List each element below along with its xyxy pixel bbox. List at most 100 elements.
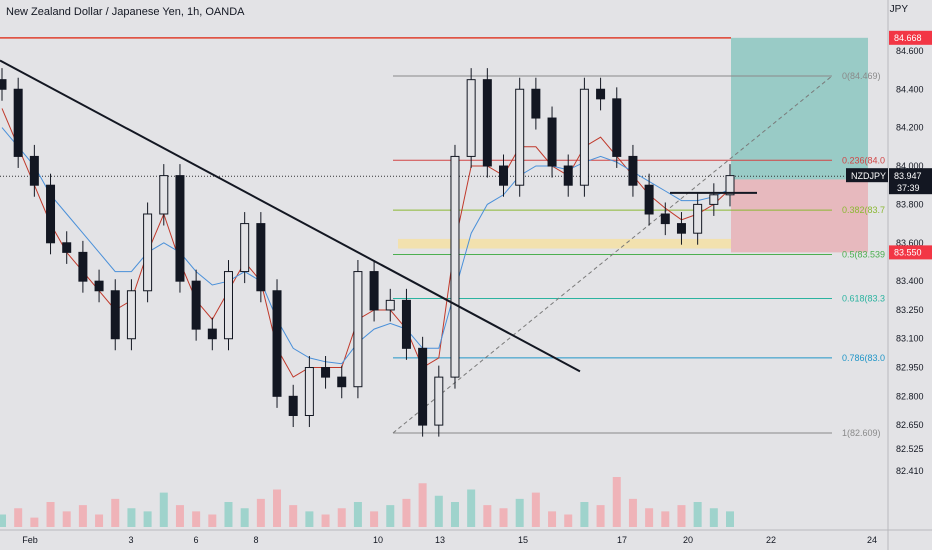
volume-bar bbox=[467, 489, 476, 527]
candle-body bbox=[272, 290, 282, 397]
fib-level-label: 0(84.469) bbox=[842, 71, 881, 81]
current-price-tag bbox=[889, 168, 932, 195]
candle-body bbox=[628, 155, 638, 186]
candle-body bbox=[709, 194, 719, 205]
support-zone bbox=[398, 238, 731, 249]
volume-bar bbox=[256, 498, 265, 527]
candle-body bbox=[515, 88, 525, 186]
fib-level-label: 0.786(83.0 bbox=[842, 353, 885, 363]
x-tick-label: 22 bbox=[766, 535, 776, 545]
candle-body bbox=[159, 175, 169, 215]
y-tick-label: 82.650 bbox=[896, 420, 924, 430]
fib-level-label: 0.5(83.539 bbox=[842, 249, 885, 259]
bar-countdown-label: 37:39 bbox=[897, 183, 920, 193]
volume-bar bbox=[175, 505, 184, 527]
candle-body bbox=[596, 88, 606, 100]
y-tick-label: 84.400 bbox=[896, 84, 924, 94]
volume-bar bbox=[353, 502, 362, 527]
candle-body bbox=[62, 242, 72, 253]
x-tick-label: 20 bbox=[683, 535, 693, 545]
x-tick-label: 17 bbox=[617, 535, 627, 545]
volume-bar bbox=[46, 502, 55, 527]
volume-bar bbox=[548, 511, 557, 527]
volume-bar bbox=[580, 502, 589, 527]
volume-bar bbox=[612, 477, 621, 527]
candle-body bbox=[78, 251, 88, 282]
x-tick-label: 8 bbox=[253, 535, 258, 545]
candle-body bbox=[531, 88, 541, 119]
candle-body bbox=[110, 290, 120, 340]
ema-fast-line bbox=[1, 108, 731, 378]
candle-body bbox=[191, 280, 201, 330]
stop-loss-zone[interactable] bbox=[731, 179, 868, 253]
y-tick-label: 84.000 bbox=[896, 161, 924, 171]
candle-body bbox=[547, 117, 557, 167]
fib-level-label: 0.618(83.3 bbox=[842, 293, 885, 303]
candle-body bbox=[13, 88, 23, 157]
candle-body bbox=[466, 79, 476, 157]
position-tool[interactable] bbox=[398, 37, 868, 253]
candle-body bbox=[288, 395, 298, 417]
x-tick-label: 6 bbox=[193, 535, 198, 545]
x-tick-label: 10 bbox=[373, 535, 383, 545]
candle-body bbox=[693, 203, 703, 234]
candle-body bbox=[256, 223, 266, 292]
current-price-label: 83.947 bbox=[894, 171, 922, 181]
y-tick-label: 82.410 bbox=[896, 466, 924, 476]
candle-body bbox=[29, 155, 39, 186]
volume-bar bbox=[208, 514, 217, 527]
y-tick-label: 83.100 bbox=[896, 334, 924, 344]
candle-body bbox=[401, 299, 411, 349]
volume-bar bbox=[709, 508, 718, 527]
currency-unit: JPY bbox=[889, 4, 908, 15]
symbol-tag bbox=[846, 168, 888, 183]
candle-body bbox=[434, 376, 444, 426]
y-tick-label: 84.600 bbox=[896, 46, 924, 56]
volume-bar bbox=[289, 505, 298, 527]
candles bbox=[0, 68, 735, 437]
volume-bar bbox=[661, 511, 670, 527]
candle-body bbox=[126, 290, 136, 340]
volume-bar bbox=[95, 514, 104, 527]
y-tick-label: 84.200 bbox=[896, 123, 924, 133]
moving-averages bbox=[1, 108, 731, 378]
volume-bar bbox=[450, 502, 459, 527]
candle-body bbox=[369, 271, 379, 311]
take-profit-zone[interactable] bbox=[731, 37, 868, 180]
candle-body bbox=[499, 165, 509, 186]
candle-body bbox=[240, 223, 250, 273]
drawings[interactable] bbox=[0, 59, 757, 373]
volume-bar bbox=[305, 511, 314, 527]
y-tick-label: 82.800 bbox=[896, 391, 924, 401]
y-tick-label: 83.400 bbox=[896, 276, 924, 286]
candle-body bbox=[644, 184, 654, 215]
volume-bar bbox=[321, 514, 330, 527]
candle-body bbox=[450, 155, 460, 378]
fib-level-label: 0.382(83.7 bbox=[842, 205, 885, 215]
fib-trend-dashed bbox=[392, 75, 833, 434]
candle-body bbox=[223, 271, 233, 340]
volume-bar bbox=[78, 505, 87, 527]
fib-retracement[interactable]: 0(84.469) 0.236(84.0 0.382(83.7 0.5(83.539 0… bbox=[0, 37, 888, 438]
price-tag-label: 83.550 bbox=[894, 247, 922, 257]
volume-bar bbox=[127, 508, 136, 527]
volume-bar bbox=[143, 511, 152, 527]
y-tick-label: 82.525 bbox=[896, 444, 924, 454]
volume-bar bbox=[483, 505, 492, 527]
volume-bar bbox=[224, 502, 233, 527]
x-tick-label: 15 bbox=[518, 535, 528, 545]
volume-bar bbox=[726, 511, 734, 527]
downtrend-line[interactable] bbox=[0, 59, 581, 373]
candle-body bbox=[418, 347, 428, 426]
y-tick-label: 83.600 bbox=[896, 238, 924, 248]
volume-bar bbox=[14, 508, 23, 527]
candle-body bbox=[676, 223, 686, 234]
volume-bar bbox=[370, 511, 379, 527]
symbol-tag-label: NZDJPY bbox=[851, 171, 886, 181]
candle-body bbox=[563, 165, 573, 186]
volume-bar bbox=[159, 492, 168, 527]
candle-body bbox=[0, 79, 7, 90]
volume-bar bbox=[337, 508, 346, 527]
candle-body bbox=[725, 175, 735, 196]
